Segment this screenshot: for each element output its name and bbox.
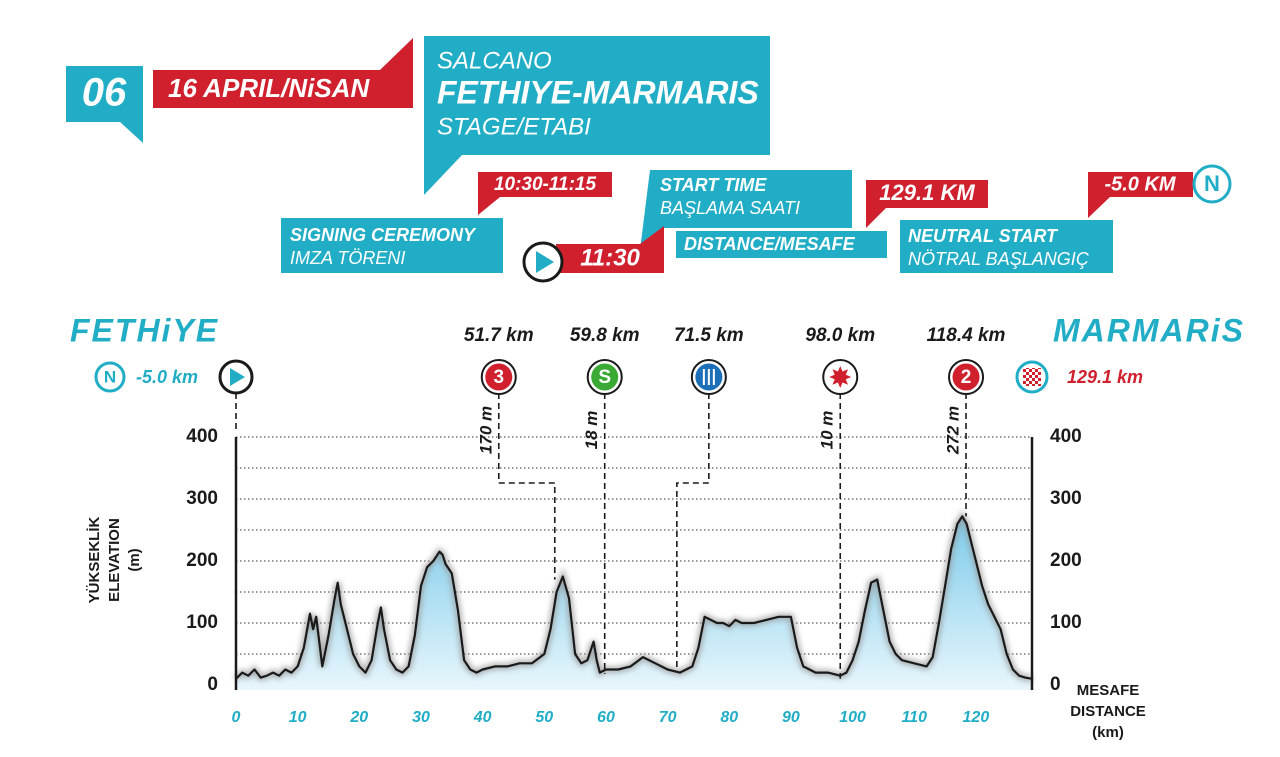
date: 16 APRIL/NiSAN	[168, 73, 371, 103]
route: FETHIYE-MARMARIS	[437, 74, 759, 110]
start-city: FETHiYE	[70, 312, 219, 348]
y2-tick-label: 400	[1050, 426, 1082, 447]
x-tick-label: 10	[289, 709, 307, 726]
title-box	[424, 36, 770, 195]
date-box	[153, 38, 413, 108]
y-tick-label: 0	[207, 674, 218, 695]
marker-height: 10 m	[818, 411, 837, 450]
distance: 129.1 KM	[879, 180, 975, 205]
neutral-box	[1088, 172, 1193, 218]
signing-en: SIGNING CEREMONY	[290, 225, 477, 245]
x-tick-label: 80	[720, 709, 738, 726]
y-tick-label: 400	[186, 426, 218, 447]
x-axis-label: MESAFE	[1077, 682, 1140, 699]
play-triangle	[536, 251, 554, 273]
neutral-marker-label: N	[104, 367, 116, 386]
neutral-tr: NÖTRAL BAŞLANGIÇ	[908, 249, 1090, 269]
x-tick-label: 0	[232, 709, 241, 726]
marker-cutlery	[702, 369, 715, 385]
y2-tick-label: 200	[1050, 550, 1082, 571]
stage-number: 06	[82, 71, 127, 115]
distance-label-box	[676, 231, 887, 258]
neutral-marker	[94, 361, 126, 393]
signing-box	[281, 218, 503, 273]
start-time: 11:30	[580, 244, 640, 271]
x-axis-label: (km)	[1092, 724, 1124, 741]
neutral-icon	[1192, 164, 1232, 204]
marker-badge	[952, 363, 980, 391]
profile-line	[235, 515, 1033, 680]
marker-km: 71.5 km	[674, 325, 744, 346]
marker-km: 59.8 km	[570, 325, 640, 346]
sponsor: SALCANO	[437, 47, 552, 74]
distance-box	[866, 180, 988, 228]
stage-badge	[66, 66, 143, 143]
y-axis-label: ELEVATION	[106, 518, 123, 602]
start-en: START TIME	[660, 175, 767, 195]
marker-leader	[497, 393, 556, 580]
marker-badge	[485, 363, 513, 391]
y-tick-label: 200	[186, 550, 218, 571]
y-tick-label: 300	[186, 488, 218, 509]
finish-checker	[1023, 368, 1041, 386]
x-axis-label: DISTANCE	[1070, 703, 1146, 720]
neutral-icon-label: N	[1204, 171, 1220, 196]
finish-city: MARMARiS	[1053, 312, 1245, 348]
y2-tick-label: 300	[1050, 488, 1082, 509]
neutral-km: -5.0 km	[136, 367, 198, 387]
neutral-info-box	[900, 220, 1113, 273]
marker-height: 272 m	[944, 406, 963, 455]
x-tick-label: 100	[839, 709, 866, 726]
marker-symbol: S	[598, 367, 611, 388]
neutral: -5.0 KM	[1104, 173, 1176, 195]
x-tick-label: 60	[597, 709, 615, 726]
x-tick-label: 70	[659, 709, 677, 726]
marker-symbol: 3	[493, 367, 504, 388]
signing-time-box	[478, 172, 612, 215]
signing-time: 10:30-11:15	[494, 174, 597, 195]
marker-leader	[676, 393, 710, 672]
marker-height: 170 m	[476, 406, 495, 454]
x-tick-label: 40	[473, 709, 492, 726]
start-tr: BAŞLAMA SAATI	[660, 198, 800, 218]
x-tick-label: 30	[412, 709, 430, 726]
marker-star	[829, 366, 852, 388]
marker-height: 18 m	[582, 411, 601, 450]
x-tick-label: 20	[349, 709, 368, 726]
marker-badge	[591, 363, 619, 391]
y-tick-label: 100	[186, 612, 218, 633]
neutral-en: NEUTRAL START	[908, 226, 1059, 246]
signing-tr: IMZA TÖRENI	[290, 248, 405, 268]
y-axis-label: (m)	[126, 548, 143, 571]
marker-km: 98.0 km	[805, 325, 875, 346]
y-axis-label: YÜKSEKLİK	[86, 517, 103, 604]
x-tick-label: 110	[901, 709, 927, 726]
x-tick-label: 120	[963, 709, 990, 726]
marker-symbol: 2	[961, 367, 972, 388]
marker-km: 118.4 km	[927, 325, 1006, 346]
start-box	[556, 226, 664, 273]
marker-km: 51.7 km	[464, 325, 534, 346]
distance-label: DISTANCE/MESAFE	[684, 234, 856, 254]
y2-tick-label: 100	[1050, 612, 1082, 633]
start-triangle	[230, 368, 245, 386]
x-tick-label: 50	[535, 709, 553, 726]
start-time-box	[640, 170, 852, 250]
finish-km: 129.1 km	[1067, 367, 1143, 387]
x-tick-label: 90	[782, 709, 800, 726]
y2-tick-label: 0	[1050, 674, 1061, 695]
stage: STAGE/ETABI	[437, 113, 591, 140]
